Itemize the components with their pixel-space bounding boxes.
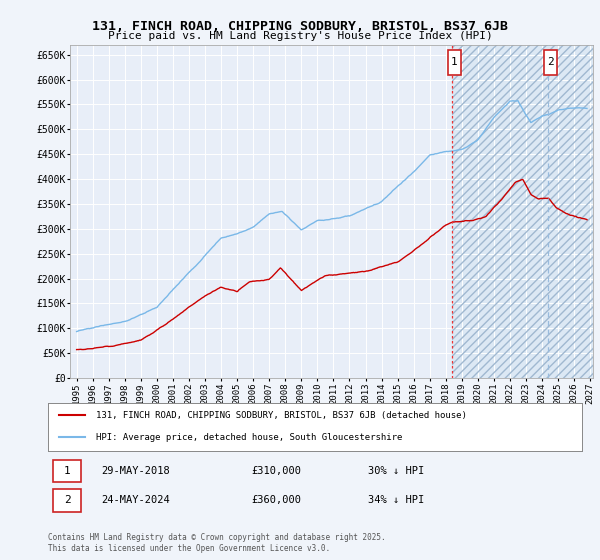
Text: HPI: Average price, detached house, South Gloucestershire: HPI: Average price, detached house, Sout… <box>96 433 403 442</box>
Text: 24-MAY-2024: 24-MAY-2024 <box>101 496 170 506</box>
Text: 30% ↓ HPI: 30% ↓ HPI <box>368 466 425 476</box>
Bar <box>452 45 593 378</box>
Text: 131, FINCH ROAD, CHIPPING SODBURY, BRISTOL, BS37 6JB: 131, FINCH ROAD, CHIPPING SODBURY, BRIST… <box>92 20 508 32</box>
Bar <box>452 45 593 378</box>
Text: 2: 2 <box>547 57 554 67</box>
Text: 34% ↓ HPI: 34% ↓ HPI <box>368 496 425 506</box>
Text: 1: 1 <box>64 466 71 476</box>
Text: 1: 1 <box>451 57 458 67</box>
Text: 29-MAY-2018: 29-MAY-2018 <box>101 466 170 476</box>
Text: 131, FINCH ROAD, CHIPPING SODBURY, BRISTOL, BS37 6JB (detached house): 131, FINCH ROAD, CHIPPING SODBURY, BRIST… <box>96 410 467 419</box>
Bar <box>448 50 461 74</box>
Bar <box>53 489 81 512</box>
Text: £310,000: £310,000 <box>251 466 301 476</box>
Text: Price paid vs. HM Land Registry's House Price Index (HPI): Price paid vs. HM Land Registry's House … <box>107 31 493 41</box>
Bar <box>544 50 557 74</box>
Text: £360,000: £360,000 <box>251 496 301 506</box>
Text: Contains HM Land Registry data © Crown copyright and database right 2025.
This d: Contains HM Land Registry data © Crown c… <box>48 533 386 553</box>
Bar <box>53 460 81 482</box>
Text: 2: 2 <box>64 496 71 506</box>
